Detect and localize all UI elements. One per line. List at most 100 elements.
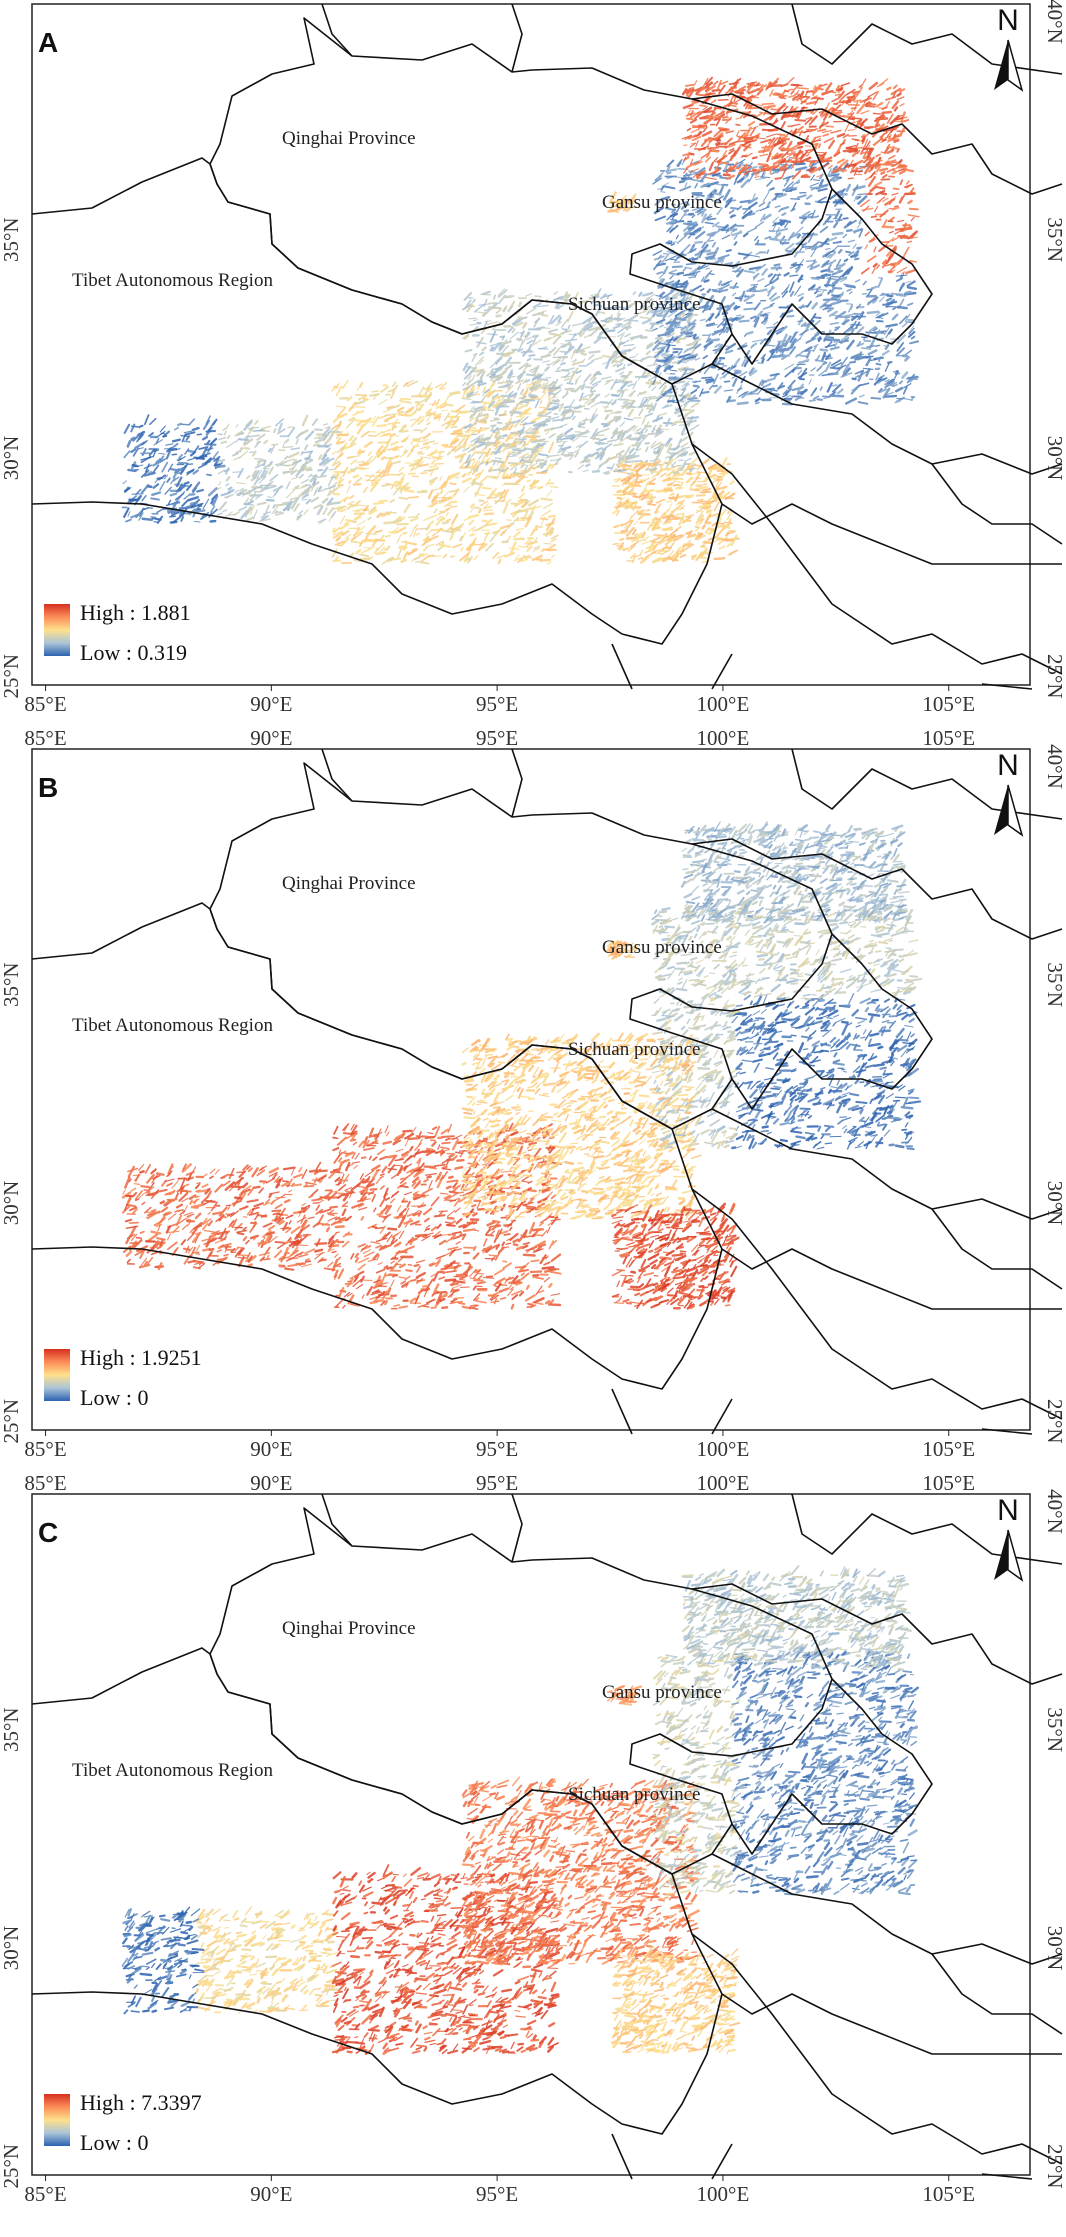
- raster-cell: [797, 371, 808, 379]
- raster-cell: [260, 469, 266, 478]
- raster-cell: [891, 237, 899, 242]
- raster-cell: [642, 318, 652, 325]
- raster-cell: [672, 350, 679, 354]
- raster-cell: [832, 383, 842, 393]
- raster-cell: [843, 258, 849, 263]
- raster-cell: [664, 327, 674, 337]
- raster-cell: [892, 370, 898, 373]
- raster-cell: [634, 533, 645, 536]
- raster-cell: [544, 376, 552, 379]
- raster-cell: [876, 264, 880, 269]
- raster-cell: [858, 394, 865, 398]
- raster-cell: [337, 476, 343, 484]
- raster-cell: [356, 419, 364, 427]
- raster-cell: [620, 529, 629, 534]
- raster-cell: [429, 403, 439, 405]
- raster-cell: [528, 395, 536, 398]
- raster-cell: [290, 497, 299, 510]
- raster-cell: [170, 447, 178, 452]
- raster-cell: [842, 217, 849, 220]
- raster-cell: [733, 241, 738, 246]
- raster-cell: [831, 97, 840, 103]
- raster-cell: [777, 382, 784, 390]
- raster-cell: [674, 512, 685, 516]
- raster-cell: [668, 322, 674, 331]
- raster-cell: [376, 542, 385, 552]
- raster-cell: [477, 508, 482, 514]
- raster-cell: [549, 402, 560, 405]
- raster-cell: [667, 534, 677, 541]
- raster-cell: [472, 451, 477, 456]
- raster-cell: [212, 495, 219, 507]
- raster-cell: [896, 334, 907, 344]
- raster-cell: [472, 352, 478, 356]
- raster-cell: [626, 490, 634, 496]
- raster-cell: [708, 384, 714, 390]
- raster-cell: [571, 412, 575, 418]
- raster-cell: [169, 520, 178, 524]
- raster-cell: [338, 440, 346, 443]
- raster-cell: [560, 329, 572, 335]
- raster-cell: [262, 511, 271, 515]
- raster-cell: [870, 171, 876, 178]
- raster-cell: [532, 335, 538, 345]
- raster-cell: [869, 161, 878, 168]
- raster-cell: [579, 331, 585, 338]
- raster-cell: [518, 395, 527, 400]
- raster-cell: [615, 449, 625, 456]
- raster-cell: [397, 413, 410, 417]
- raster-cell: [665, 344, 676, 347]
- raster-cell: [866, 310, 880, 315]
- raster-cell: [907, 214, 920, 218]
- raster-cell: [522, 441, 527, 447]
- raster-cell: [520, 396, 526, 405]
- raster-cell: [368, 393, 380, 397]
- raster-cell: [884, 135, 891, 139]
- raster-cell: [514, 447, 521, 450]
- raster-cell: [260, 514, 266, 522]
- raster-cell: [642, 432, 650, 440]
- raster-cell: [435, 398, 441, 407]
- raster-cell: [823, 338, 833, 342]
- raster-cell: [534, 295, 542, 298]
- raster-cell: [871, 267, 876, 274]
- raster-cell: [841, 269, 850, 278]
- raster-cell: [494, 428, 501, 439]
- raster-cell: [410, 419, 419, 428]
- raster-cell: [245, 506, 253, 515]
- raster-cell: [382, 432, 392, 437]
- raster-cell: [470, 408, 479, 418]
- raster-cell: [689, 118, 698, 124]
- raster-cell: [793, 84, 800, 91]
- raster-cell: [253, 476, 260, 486]
- raster-cell: [620, 458, 626, 467]
- raster-cell: [612, 324, 621, 330]
- raster-cell: [487, 389, 496, 399]
- raster-cell: [452, 428, 463, 434]
- raster-cell: [871, 298, 878, 304]
- raster-cell: [892, 245, 898, 251]
- raster-cell: [689, 488, 700, 492]
- raster-cell: [756, 88, 764, 96]
- raster-cell: [683, 177, 691, 182]
- raster-cell: [797, 369, 803, 376]
- raster-cell: [699, 252, 703, 259]
- raster-cell: [856, 103, 866, 115]
- raster-cell: [656, 271, 663, 275]
- raster-cell: [143, 472, 156, 477]
- raster-cell: [522, 421, 535, 426]
- raster-cell: [656, 303, 663, 306]
- raster-cell: [666, 519, 673, 523]
- raster-cell: [390, 440, 399, 446]
- raster-cell: [769, 302, 775, 307]
- raster-cell: [889, 216, 895, 221]
- raster-cell: [545, 431, 550, 435]
- raster-cell: [749, 315, 757, 320]
- raster-cell: [766, 201, 771, 208]
- raster-cell: [513, 394, 518, 400]
- raster-cell: [833, 372, 839, 375]
- raster-cell: [370, 478, 381, 487]
- raster-cell: [662, 299, 673, 307]
- raster-cell: [903, 168, 914, 173]
- raster-cell: [760, 138, 772, 144]
